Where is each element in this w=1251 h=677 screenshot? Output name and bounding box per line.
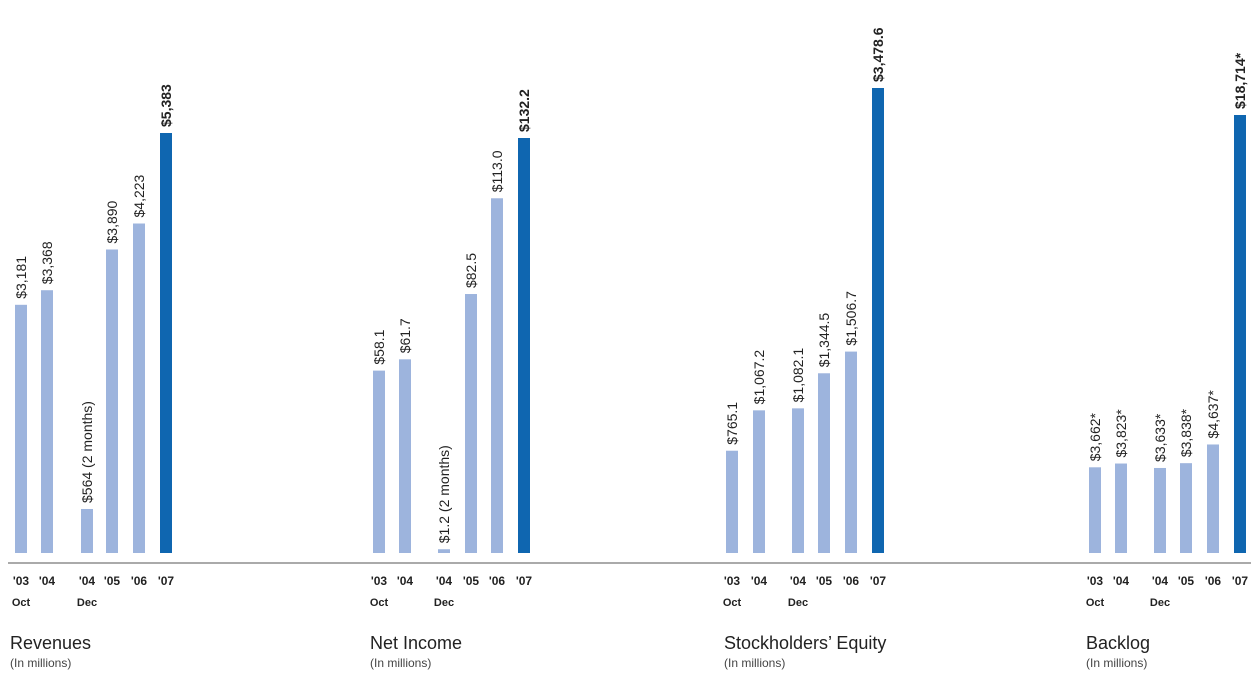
backlog-subtitle: (In millions) [1086, 656, 1148, 670]
net-income-subtitle: (In millions) [370, 656, 432, 670]
revenues-bar-3 [106, 249, 118, 553]
backlog-bar-2 [1154, 467, 1166, 553]
stockholders-equity-year-label-3: '05 [816, 574, 833, 588]
stockholders-equity-year-label-1: '04 [751, 574, 768, 588]
net-income-bar-1 [399, 359, 411, 553]
revenues-year-label-5: '07 [158, 574, 175, 588]
backlog-title: Backlog [1086, 633, 1151, 653]
net-income-value-label-3: $82.5 [463, 253, 479, 288]
stockholders-equity-bar-4 [845, 351, 857, 553]
stockholders-equity-value-label-5: $3,478.6 [870, 27, 886, 82]
backlog-bar-3 [1180, 463, 1192, 553]
net-income-title: Net Income [370, 633, 463, 653]
stockholders-equity-bar-1 [753, 410, 765, 553]
revenues-bar-5 [160, 133, 172, 553]
stockholders-equity-period-label-2: Dec [788, 597, 808, 609]
stockholders-equity-year-label-4: '06 [843, 574, 860, 588]
net-income-year-label-2: '04 [436, 574, 453, 588]
stockholders-equity-value-label-1: $1,067.2 [751, 350, 767, 405]
revenues-year-label-4: '06 [131, 574, 148, 588]
net-income-period-label-2: Dec [434, 597, 454, 609]
revenues-bar-1 [41, 290, 53, 553]
backlog-value-label-3: $3,838* [1178, 408, 1194, 457]
net-income-year-label-3: '05 [463, 574, 480, 588]
backlog-bar-1 [1115, 463, 1127, 553]
bars-layer: $3,181 '03 Oct $3,368 '04 $564 (2 months) '04 D… [12, 27, 1249, 609]
revenues-value-label-1: $3,368 [39, 241, 55, 284]
stockholders-equity-bar-3 [818, 373, 830, 553]
net-income-bar-0 [373, 370, 385, 553]
revenues-year-label-3: '05 [104, 574, 121, 588]
backlog-year-label-5: '07 [1232, 574, 1249, 588]
net-income-value-label-5: $132.2 [516, 89, 532, 132]
stockholders-equity-year-label-2: '04 [790, 574, 807, 588]
net-income-value-label-0: $58.1 [371, 329, 387, 364]
net-income-period-label-0: Oct [370, 597, 389, 609]
stockholders-equity-bar-5 [872, 88, 884, 553]
stockholders-equity-value-label-0: $765.1 [724, 402, 740, 445]
revenues-period-label-2: Dec [77, 597, 97, 609]
revenues-bar-2 [81, 508, 93, 553]
backlog-value-label-2: $3,633* [1152, 413, 1168, 462]
net-income-value-label-4: $113.0 [489, 150, 505, 192]
backlog-value-label-0: $3,662* [1087, 412, 1103, 461]
backlog-value-label-4: $4,637* [1205, 390, 1221, 439]
revenues-value-label-4: $4,223 [131, 174, 147, 217]
backlog-bar-5 [1234, 115, 1246, 553]
net-income-value-label-2: $1.2 (2 months) [436, 445, 452, 543]
net-income-bar-2 [438, 549, 450, 553]
backlog-year-label-0: '03 [1087, 574, 1104, 588]
revenues-title: Revenues [10, 633, 92, 653]
stockholders-equity-value-label-4: $1,506.7 [843, 291, 859, 346]
stockholders-equity-bar-2 [792, 408, 804, 553]
revenues-period-label-0: Oct [12, 597, 31, 609]
net-income-year-label-0: '03 [371, 574, 388, 588]
backlog-year-label-3: '05 [1178, 574, 1195, 588]
backlog-year-label-1: '04 [1113, 574, 1130, 588]
revenues-year-label-2: '04 [79, 574, 96, 588]
net-income-year-label-5: '07 [516, 574, 533, 588]
stockholders-equity-title: Stockholders’ Equity [724, 633, 887, 653]
stockholders-equity-value-label-2: $1,082.1 [790, 348, 806, 403]
backlog-year-label-2: '04 [1152, 574, 1169, 588]
backlog-year-label-4: '06 [1205, 574, 1222, 588]
stockholders-equity-year-label-5: '07 [870, 574, 887, 588]
stockholders-equity-value-label-3: $1,344.5 [816, 313, 832, 368]
backlog-bar-0 [1089, 467, 1101, 553]
revenues-subtitle: (In millions) [10, 656, 72, 670]
stockholders-equity-period-label-0: Oct [723, 597, 742, 609]
stockholders-equity-subtitle: (In millions) [724, 656, 786, 670]
revenues-value-label-2: $564 (2 months) [79, 401, 95, 503]
net-income-bar-4 [491, 198, 503, 553]
stockholders-equity-bar-0 [726, 450, 738, 553]
revenues-year-label-1: '04 [39, 574, 56, 588]
revenues-value-label-3: $3,890 [104, 200, 120, 243]
backlog-value-label-5: $18,714* [1232, 52, 1248, 109]
backlog-value-label-1: $3,823* [1113, 409, 1129, 458]
revenues-value-label-0: $3,181 [13, 256, 29, 299]
revenues-year-label-0: '03 [13, 574, 30, 588]
stockholders-equity-year-label-0: '03 [724, 574, 741, 588]
backlog-period-label-0: Oct [1086, 597, 1105, 609]
revenues-bar-4 [133, 223, 145, 554]
revenues-bar-0 [15, 304, 27, 553]
net-income-year-label-1: '04 [397, 574, 414, 588]
net-income-bar-3 [465, 294, 477, 553]
backlog-bar-4 [1207, 444, 1219, 553]
net-income-bar-5 [518, 138, 530, 553]
net-income-value-label-1: $61.7 [397, 318, 413, 353]
revenues-value-label-5: $5,383 [158, 84, 174, 127]
backlog-period-label-2: Dec [1150, 597, 1170, 609]
net-income-year-label-4: '06 [489, 574, 506, 588]
